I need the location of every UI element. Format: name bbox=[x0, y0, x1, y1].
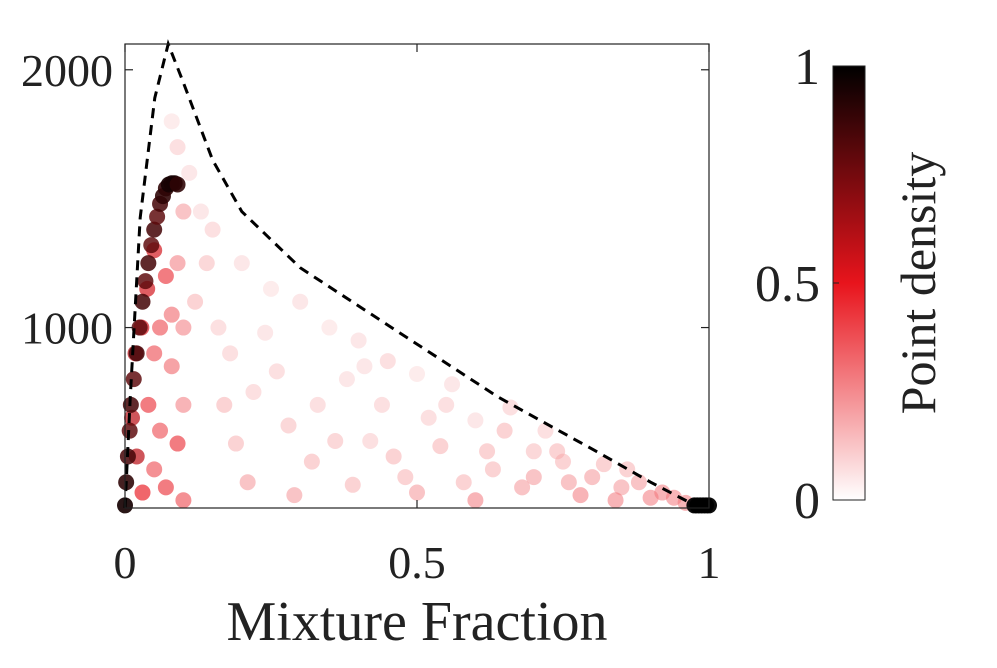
point bbox=[321, 319, 338, 336]
point bbox=[595, 456, 612, 473]
point bbox=[409, 484, 425, 501]
point bbox=[344, 476, 361, 493]
point bbox=[438, 396, 455, 413]
point bbox=[455, 474, 472, 491]
point bbox=[619, 461, 636, 478]
point bbox=[169, 139, 186, 156]
point bbox=[149, 208, 166, 225]
point bbox=[143, 237, 160, 254]
x-tick-label: 1 bbox=[698, 537, 721, 588]
point bbox=[286, 487, 303, 504]
point bbox=[373, 396, 390, 413]
point bbox=[146, 345, 163, 362]
point bbox=[134, 293, 151, 310]
point bbox=[175, 319, 192, 336]
point bbox=[140, 396, 157, 413]
y-tick-label: 2000 bbox=[21, 45, 113, 96]
point bbox=[140, 255, 157, 272]
point bbox=[175, 203, 192, 220]
point bbox=[584, 469, 601, 486]
point bbox=[125, 371, 142, 388]
point bbox=[350, 332, 367, 349]
point bbox=[169, 176, 186, 193]
point bbox=[303, 453, 320, 470]
point bbox=[327, 432, 344, 449]
colorbar-tick-label: 0 bbox=[794, 473, 820, 530]
point bbox=[280, 417, 297, 434]
point bbox=[239, 474, 256, 491]
point bbox=[444, 376, 461, 393]
point bbox=[175, 492, 192, 509]
point bbox=[479, 443, 496, 460]
point bbox=[181, 164, 198, 181]
point bbox=[216, 396, 233, 413]
point bbox=[467, 412, 484, 429]
colorbar-tick-label: 0.5 bbox=[755, 256, 820, 313]
colorbar-label: Point density bbox=[890, 152, 946, 415]
point bbox=[268, 363, 285, 380]
point bbox=[484, 461, 501, 478]
point bbox=[338, 371, 355, 388]
point bbox=[187, 293, 204, 310]
point bbox=[549, 443, 566, 460]
point bbox=[131, 319, 148, 336]
point bbox=[613, 479, 630, 496]
point bbox=[152, 422, 169, 439]
point bbox=[169, 255, 186, 272]
point bbox=[502, 399, 519, 416]
curve bbox=[123, 39, 701, 510]
point bbox=[146, 461, 163, 478]
point bbox=[146, 221, 163, 238]
point bbox=[409, 365, 425, 382]
point bbox=[525, 443, 542, 460]
point bbox=[385, 448, 402, 465]
point bbox=[134, 484, 151, 501]
point bbox=[163, 358, 180, 375]
point bbox=[496, 422, 513, 439]
point bbox=[137, 273, 154, 290]
point bbox=[309, 396, 326, 413]
point bbox=[379, 353, 396, 370]
point bbox=[555, 453, 571, 470]
point bbox=[292, 293, 309, 310]
point bbox=[245, 384, 262, 400]
x-axis-label: Mixture Fraction bbox=[226, 591, 607, 653]
colorbar-tick-label: 1 bbox=[794, 39, 820, 96]
point bbox=[169, 435, 186, 452]
point bbox=[356, 358, 373, 375]
point bbox=[157, 268, 174, 284]
point bbox=[572, 487, 589, 504]
y-tick-label: 1000 bbox=[21, 303, 113, 354]
axes-box bbox=[124, 43, 710, 509]
point bbox=[210, 319, 227, 336]
point bbox=[163, 113, 180, 130]
point bbox=[152, 319, 169, 336]
x-tick-label: 0 bbox=[114, 537, 137, 588]
point bbox=[163, 306, 180, 323]
point bbox=[222, 345, 239, 362]
point bbox=[397, 469, 414, 486]
point bbox=[157, 479, 174, 496]
point bbox=[128, 345, 145, 362]
point bbox=[607, 492, 624, 509]
x-tick-label: 0.5 bbox=[388, 537, 446, 588]
point bbox=[432, 438, 449, 455]
point bbox=[227, 435, 244, 452]
point bbox=[630, 474, 647, 491]
point bbox=[420, 409, 437, 426]
point bbox=[175, 396, 192, 413]
point bbox=[467, 492, 484, 509]
point bbox=[560, 474, 577, 491]
point bbox=[204, 221, 221, 238]
point bbox=[198, 255, 215, 272]
point bbox=[362, 432, 379, 449]
point bbox=[192, 203, 209, 220]
point bbox=[263, 280, 279, 297]
point bbox=[257, 324, 274, 341]
point bbox=[233, 255, 250, 272]
scatter-layer bbox=[117, 39, 717, 514]
point bbox=[525, 469, 542, 486]
point bbox=[514, 479, 531, 496]
